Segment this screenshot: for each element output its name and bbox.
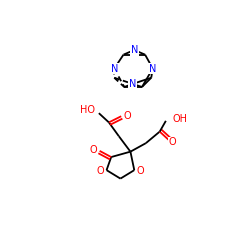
Text: N: N [130,45,138,55]
Text: O: O [124,111,131,121]
Text: OH: OH [172,114,187,124]
Text: O: O [169,138,176,147]
Text: N: N [110,64,118,74]
Text: O: O [96,166,104,176]
Text: HO: HO [80,105,95,115]
Text: O: O [137,166,144,176]
Text: N: N [149,64,156,74]
Text: O: O [90,145,97,155]
Text: N: N [129,79,136,89]
